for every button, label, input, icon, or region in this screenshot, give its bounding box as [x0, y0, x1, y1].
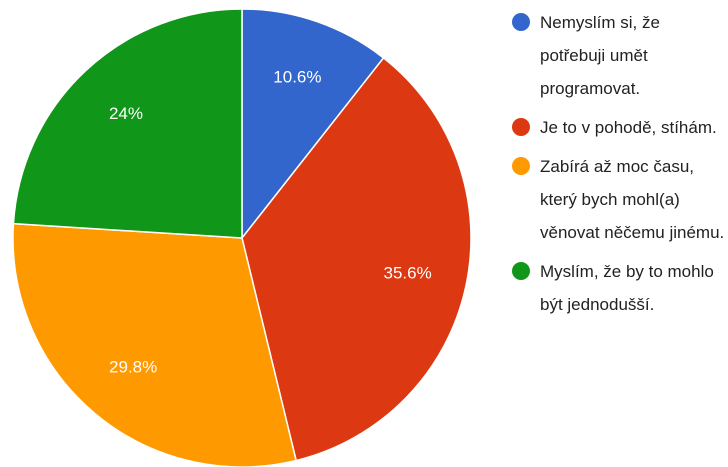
legend-swatch — [512, 118, 530, 136]
slice-label: 29.8% — [109, 357, 157, 376]
slice — [241, 56, 472, 462]
slice-label: 35.6% — [384, 263, 432, 282]
legend-entry: Nemyslím si, že potřebuji umět programov… — [512, 6, 726, 105]
legend-entry: Myslím, že by to mohlo být jednodušší. — [512, 255, 726, 321]
legend-entry: Je to v pohodě, stíhám. — [512, 111, 726, 144]
legend-label: Myslím, že by to mohlo být jednodušší. — [540, 262, 714, 314]
legend-label: Je to v pohodě, stíhám. — [540, 118, 717, 137]
slice-label: 10.6% — [273, 67, 321, 86]
slice — [241, 8, 385, 241]
pie: 10.6% 35.6% 29.8% 24% — [12, 8, 472, 467]
legend-label: Zabírá až moc času, který bych mohl(a) v… — [540, 157, 725, 242]
legend-label: Nemyslím si, že potřebuji umět programov… — [540, 13, 660, 98]
legend-swatch — [512, 262, 530, 280]
legend-swatch — [512, 157, 530, 175]
legend-swatch — [512, 13, 530, 31]
legend-entry: Zabírá až moc času, který bych mohl(a) v… — [512, 150, 726, 249]
slice-label: 24% — [109, 104, 143, 123]
slice — [12, 8, 243, 239]
legend: Nemyslím si, že potřebuji umět programov… — [512, 6, 726, 321]
